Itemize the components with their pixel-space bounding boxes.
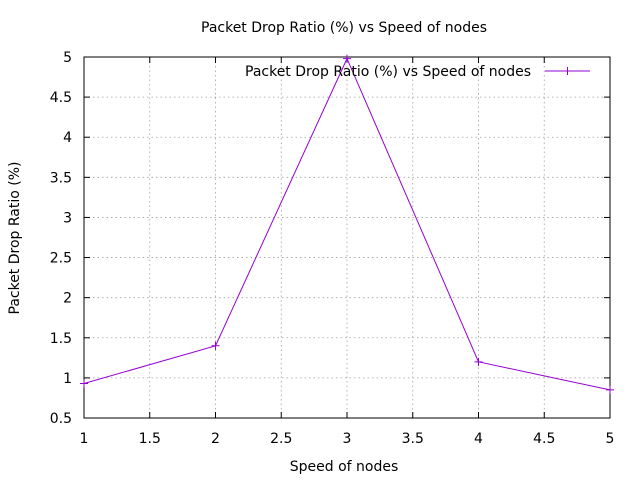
grid: [84, 57, 610, 418]
y-tick-label: 1.5: [50, 331, 72, 347]
y-axis-label: Packet Drop Ratio (%): [7, 161, 23, 314]
y-tick-label: 2.5: [50, 251, 72, 267]
series-layer: [80, 54, 614, 394]
x-tick-label: 4: [474, 431, 483, 447]
y-tick-label: 4: [63, 130, 72, 146]
legend: Packet Drop Ratio (%) vs Speed of nodes: [245, 64, 590, 80]
x-tick-label: 5: [606, 431, 615, 447]
x-tick-label: 2: [211, 431, 220, 447]
y-tick-label: 3.5: [50, 170, 72, 186]
chart-title: Packet Drop Ratio (%) vs Speed of nodes: [201, 20, 487, 36]
x-tick-label: 3.5: [402, 431, 424, 447]
y-tick-label: 1: [63, 371, 72, 387]
x-tick-label: 2.5: [270, 431, 292, 447]
data-point-marker: [606, 385, 614, 394]
x-tick-label: 1.5: [139, 431, 161, 447]
x-axis-label: Speed of nodes: [290, 459, 399, 475]
data-point-marker: [474, 357, 483, 366]
data-point-marker: [80, 379, 88, 388]
legend-marker: [563, 67, 572, 75]
data-point-marker: [211, 341, 220, 350]
y-tick-label: 0.5: [50, 411, 72, 427]
data-point-marker: [343, 54, 351, 63]
y-tick-label: 2: [63, 291, 72, 307]
y-tick-label: 5: [63, 50, 72, 66]
x-tick-label: 3: [343, 431, 352, 447]
x-tick-label: 1: [80, 431, 89, 447]
y-tick-label: 3: [63, 210, 72, 226]
x-tick-label: 4.5: [533, 431, 555, 447]
legend-label: Packet Drop Ratio (%) vs Speed of nodes: [245, 64, 531, 80]
axis-ticks: 1 1.5 2 2.5 3 3.5 4 4.5 5 0.5 1 1.5 2 2.5 3 3.5 4 4.5 5: [50, 50, 615, 447]
y-tick-label: 4.5: [50, 90, 72, 106]
